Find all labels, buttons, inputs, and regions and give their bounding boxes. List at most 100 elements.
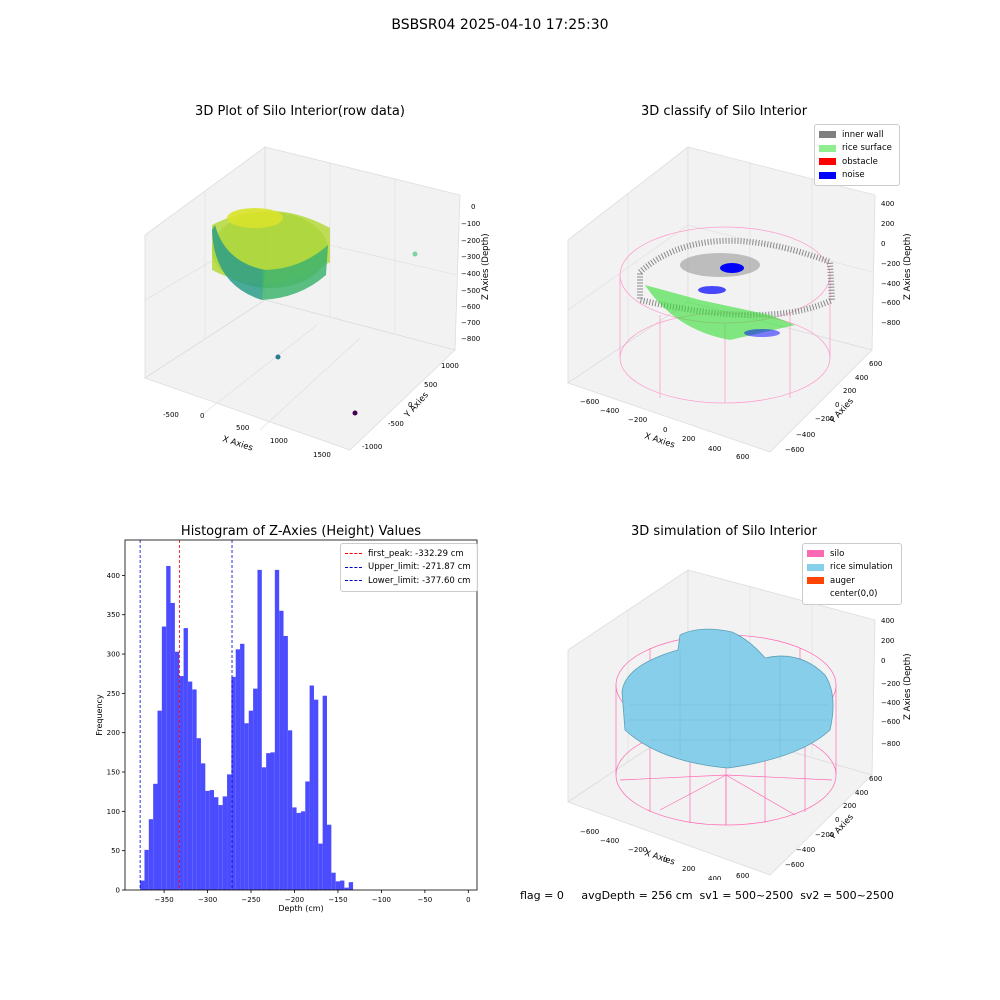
rice-simulation-surface: [621, 628, 834, 769]
raw-ztick: −100: [461, 220, 480, 228]
classify-ztick: −400: [881, 280, 900, 288]
x-tick-label: −200: [285, 896, 304, 904]
classify-ylabel: Y Axies: [827, 396, 856, 427]
classify-xtick: 0: [663, 426, 667, 434]
sim-xtick: −400: [600, 837, 619, 845]
sim-xtick: −200: [628, 846, 647, 854]
legend-item-first-peak: first_peak: -332.29 cm: [345, 547, 473, 561]
histogram-bar: [313, 699, 319, 890]
classify-xtick: −200: [628, 416, 647, 424]
raw-zlabel: Z Axies (Depth): [481, 233, 491, 300]
histogram-bar: [279, 610, 284, 890]
histogram-bar: [331, 872, 336, 890]
sim-ztick: −400: [881, 699, 900, 707]
swatch: [807, 577, 824, 585]
histogram-frame: [124, 539, 478, 891]
simulation-3d-plot: −600 −400 −200 0 200 400 600 600 400 200…: [567, 569, 913, 880]
histogram-bar: [261, 767, 267, 890]
x-tick-label: −50: [417, 896, 432, 904]
histogram-bar: [326, 824, 332, 890]
histogram-bar: [309, 685, 314, 890]
histogram-bar: [322, 695, 327, 890]
histogram-bar: [292, 807, 297, 890]
classify-ytick: −200: [815, 415, 834, 423]
histogram-bar: [300, 811, 306, 890]
y-tick-label: 100: [107, 808, 120, 816]
raw-xtick: 500: [236, 424, 249, 432]
histogram-bar: [170, 602, 175, 890]
sim-ytick: 0: [835, 816, 839, 824]
simulation-zlabel: Z Axies (Depth): [903, 653, 913, 720]
classify-xtick: −600: [580, 398, 599, 406]
raw-ztick: −300: [461, 253, 480, 261]
sim-ztick: −200: [881, 680, 900, 688]
histogram-bar: [218, 805, 223, 890]
legend-item-auger: auger: [807, 574, 897, 588]
raw-xtick: 1500: [313, 451, 331, 459]
raw-ytick: -500: [388, 420, 404, 428]
classify-xtick: −400: [600, 407, 619, 415]
swatch: [807, 550, 824, 558]
raw-ytick: 1000: [441, 362, 459, 370]
classify-ztick: 400: [881, 200, 894, 208]
sim-ytick: −600: [785, 861, 804, 869]
figure-title: BSBSR04 2025-04-10 17:25:30: [391, 17, 609, 33]
y-tick-label: 150: [107, 769, 120, 777]
line-swatch: [345, 553, 362, 555]
simulation-legend: silo rice simulation auger center(0,0): [802, 543, 902, 605]
y-tick-label: 0: [116, 887, 120, 895]
histogram-bar: [335, 881, 341, 890]
classify-zlabel: Z Axies (Depth): [903, 233, 913, 300]
legend-item-noise: noise: [819, 169, 895, 183]
classify-ztick: 200: [881, 220, 894, 228]
y-tick-label: 350: [107, 611, 120, 619]
classify-ytick: 200: [843, 387, 856, 395]
histogram-bar: [144, 849, 149, 890]
histogram-bar: [179, 676, 184, 890]
raw-ytick: -1000: [362, 443, 382, 451]
swatch: [819, 171, 836, 179]
histogram-bar: [227, 774, 232, 890]
legend-item-center: center(0,0): [807, 588, 897, 602]
y-tick-label: 400: [107, 572, 120, 580]
status-footer: flag = 0 avgDepth = 256 cm sv1 = 500~250…: [520, 889, 894, 902]
histogram-bar: [274, 569, 280, 890]
histogram-bar: [153, 783, 158, 890]
legend-item-lower-limit: Lower_limit: -377.60 cm: [345, 574, 473, 588]
classify-ytick: 600: [869, 360, 882, 368]
swatch: [819, 131, 836, 139]
histogram-bar: [344, 887, 349, 890]
histogram-bar: [253, 688, 258, 890]
raw-ztick: −800: [461, 335, 480, 343]
classify-ztick: −600: [881, 299, 900, 307]
classify-legend: inner wall rice surface obstacle noise: [814, 124, 900, 186]
histogram-legend: first_peak: -332.29 cm Upper_limit: -271…: [340, 543, 478, 592]
swatch: [819, 144, 836, 152]
y-tick-label: 300: [107, 651, 120, 659]
raw-xtick: -500: [163, 411, 179, 419]
sim-ytick: 400: [855, 789, 868, 797]
y-tick-label: 200: [107, 729, 120, 737]
raw-ztick: −600: [461, 303, 480, 311]
histogram-bar: [248, 710, 254, 890]
simulation-ylabel: Y Axies: [827, 812, 856, 843]
histogram-bar: [205, 790, 210, 890]
sim-xtick: 0: [663, 856, 667, 864]
histogram-bar: [287, 730, 293, 890]
histogram-bar: [348, 882, 354, 890]
legend-item-inner-wall: inner wall: [819, 128, 895, 142]
x-tick-label: −100: [372, 896, 391, 904]
raw-3d-plot: -500 0 500 1000 1500 1000 500 0 -500 -10…: [144, 146, 491, 459]
sim-ztick: 400: [881, 617, 894, 625]
histogram-ylabel: Frequency: [95, 694, 104, 736]
swatch: [807, 590, 824, 598]
x-tick-label: 0: [466, 896, 470, 904]
raw-xtick: 1000: [270, 437, 288, 445]
classify-ztick: −800: [881, 319, 900, 327]
histogram-bar: [174, 651, 180, 890]
simulation-xlabel: X Axies: [643, 848, 676, 867]
classify-plot-title: 3D classify of Silo Interior: [640, 104, 808, 119]
x-tick-label: −300: [198, 896, 217, 904]
classify-xtick: 400: [708, 445, 721, 453]
swatch: [807, 563, 824, 571]
